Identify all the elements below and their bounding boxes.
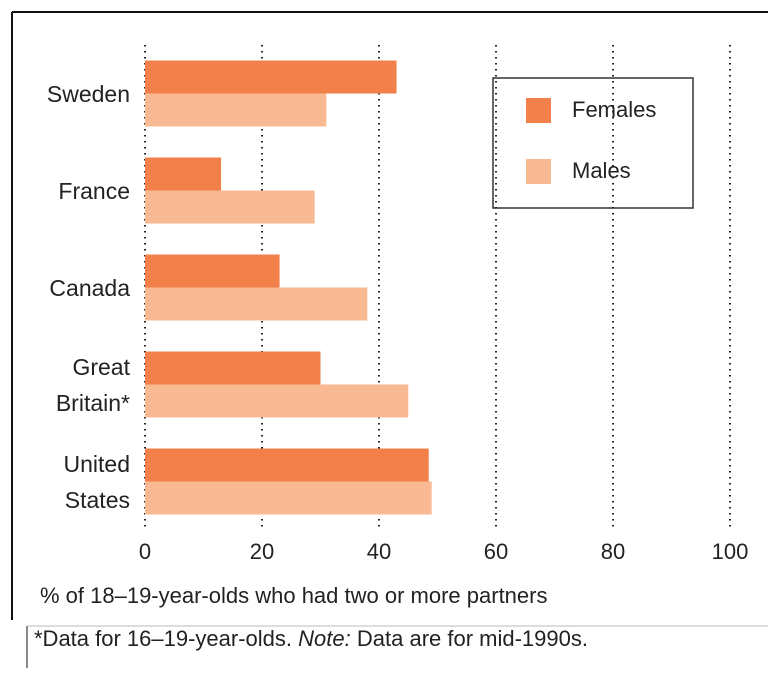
bar <box>145 448 429 482</box>
y-tick-label: France <box>58 177 130 204</box>
y-tick-label: Sweden <box>46 80 130 107</box>
footnote-text: *Data for 16–19-year-olds. <box>34 626 293 651</box>
x-tick-label: 60 <box>484 539 508 564</box>
footnote-note: Note: <box>298 626 351 651</box>
x-axis-label: % of 18–19-year-olds who had two or more… <box>40 583 547 608</box>
bar <box>145 157 222 191</box>
x-tick-label: 0 <box>139 539 151 564</box>
x-tick-label: 20 <box>250 539 274 564</box>
legend-swatch <box>526 98 551 123</box>
bar <box>145 190 315 224</box>
bar <box>145 60 397 94</box>
x-tick-label: 100 <box>712 539 749 564</box>
bar <box>145 351 321 385</box>
footnote-text: Data are for mid-1990s. <box>356 626 588 651</box>
bar <box>145 384 409 418</box>
y-tick-label: Canada <box>49 274 130 301</box>
y-tick-label: United States <box>63 450 130 513</box>
bar <box>145 481 432 515</box>
bar <box>145 93 327 127</box>
legend-label: Males <box>572 158 631 183</box>
x-tick-label: 40 <box>367 539 391 564</box>
bar <box>145 287 368 321</box>
legend-swatch <box>526 159 551 184</box>
legend-label: Females <box>572 97 656 122</box>
bar <box>145 254 280 288</box>
y-tick-label: Great Britain* <box>55 353 130 416</box>
footnote: *Data for 16–19-year-olds. Note: Data ar… <box>34 626 588 652</box>
x-tick-label: 80 <box>601 539 625 564</box>
